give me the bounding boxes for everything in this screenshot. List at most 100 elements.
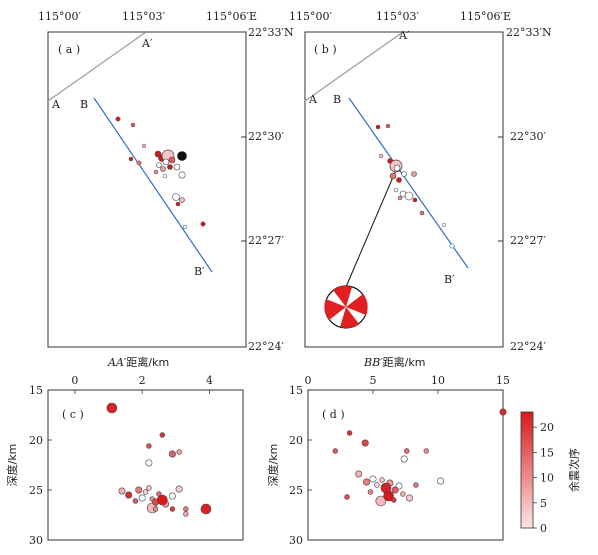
map-a-epicenter — [153, 169, 159, 175]
plot-c-point — [175, 485, 183, 493]
plot-d-x-tick-label: 15 — [496, 374, 510, 387]
colorbar-tick-label: 10 — [540, 472, 554, 485]
map-a-label-b-prime: B′ — [194, 265, 205, 278]
map-a-lon-0: 115°00′ — [38, 10, 81, 23]
map-b-epicenter — [404, 191, 414, 201]
map-a-epicenter — [156, 162, 162, 168]
plot-d-point — [362, 478, 370, 486]
panel-c-label: ( c ) — [62, 408, 84, 421]
map-b-epicenter — [385, 123, 391, 129]
plot-c-point — [183, 506, 189, 512]
plot-c-point — [183, 511, 189, 517]
plot-c-points — [106, 402, 212, 517]
map-a-epicenter — [115, 116, 121, 122]
map-b-epicenter — [378, 153, 384, 159]
plot-c-x-tick-label: 4 — [206, 374, 213, 387]
map-b-profile-line-bb — [348, 97, 469, 269]
plot-c-point — [157, 494, 168, 506]
map-a-lon-1: 115°03′ — [122, 10, 165, 23]
map-a-lat-0: 22°33′N — [248, 26, 294, 39]
map-b-epicenter — [389, 172, 397, 180]
beachball-connector — [345, 169, 397, 288]
map-a-epicenter — [175, 201, 181, 207]
depth-plot-c: ( c ) AA′距离/km 深度/km 0 2 4 15 20 25 30 — [5, 355, 244, 547]
map-b-epicenter — [441, 222, 447, 228]
plot-d-point — [383, 490, 394, 502]
plot-c-frame — [47, 389, 244, 541]
beachball-quadrant — [346, 294, 368, 315]
map-panel-a: ( a ) A A′ B B′ 115°00′ 115°03′ 115°06′E… — [38, 10, 294, 353]
map-b-lat-0: 22°33′N — [506, 26, 552, 39]
map-b-epicenter — [397, 195, 403, 201]
plot-c-point — [159, 432, 166, 438]
plot-c-xlabel: AA′距离/km — [107, 355, 169, 369]
map-b-lat-2: 22°27′ — [510, 234, 546, 247]
plot-c-point — [146, 485, 152, 491]
map-a-epicenter — [141, 143, 147, 149]
map-b-epicenter — [411, 171, 417, 177]
plot-d-y-tick-label: 15 — [289, 384, 303, 397]
map-a-lon-2: 115°06′E — [206, 10, 257, 23]
plot-d-point — [344, 494, 350, 500]
plot-d-point — [400, 455, 408, 463]
map-a-lat-1: 22°30′ — [248, 130, 284, 143]
plot-d-point — [379, 477, 385, 483]
plot-c-point — [106, 402, 118, 414]
plot-d-point — [369, 475, 377, 483]
map-a-epicenter — [182, 224, 188, 230]
plot-c-point — [142, 489, 149, 495]
map-a-mainshock — [177, 151, 187, 161]
map-a-epicenter — [172, 193, 180, 201]
plot-c-point — [135, 486, 143, 494]
plot-c-point — [145, 459, 153, 467]
plot-d-point — [361, 439, 369, 447]
map-a-epicenter — [136, 160, 142, 166]
map-a-epicenter — [160, 166, 166, 172]
colorbar-gradient — [520, 411, 534, 529]
map-a-label-a-prime: A′ — [141, 37, 153, 50]
plot-d-point — [346, 430, 353, 436]
map-a-epicenter — [128, 156, 134, 162]
colorbar-tick-label: 15 — [540, 446, 554, 459]
plot-c-y-tick-label: 25 — [29, 484, 43, 497]
plot-d-x-tick-label: 5 — [370, 374, 377, 387]
map-b-epicenter — [401, 171, 407, 177]
map-panel-b: ( b ) A A′ B B′ 115°00′ 115°03′ 115°06′E… — [289, 10, 552, 353]
colorbar-ticks: 0 5 10 15 20 — [533, 421, 554, 535]
plot-d-x-tick-label: 0 — [305, 374, 312, 387]
plot-d-point — [374, 482, 380, 488]
depth-plot-d: ( d ) BB′距离/km 深度/km 0 5 10 15 15 20 25 30 — [266, 355, 510, 547]
map-b-lat-3: 22°24′ — [510, 340, 546, 353]
map-b-fault-line — [304, 31, 404, 102]
plot-d-point — [375, 495, 387, 507]
map-a-epicenter — [168, 156, 176, 164]
map-b-epicenter — [375, 124, 381, 130]
map-a-profile-line-bb — [93, 97, 213, 273]
plot-d-axes: 0 5 10 15 15 20 25 30 — [289, 374, 510, 547]
colorbar-tick-label: 5 — [540, 497, 547, 510]
focal-mechanism-beachball — [324, 285, 368, 329]
plot-c-point — [168, 492, 176, 500]
colorbar-tick-label: 20 — [540, 421, 554, 434]
plot-d-point — [499, 408, 507, 416]
map-a-epicenter — [179, 197, 185, 203]
colorbar-tick-label: 0 — [540, 522, 547, 535]
plot-d-point — [332, 448, 338, 454]
plot-c-ylabel: 深度/km — [5, 444, 19, 487]
map-a-frame — [47, 31, 247, 348]
map-b-lon-0: 115°00′ — [289, 10, 332, 23]
map-b-label-a: A — [308, 93, 318, 106]
map-a-label-a: A — [51, 98, 61, 111]
plot-d-point — [404, 448, 410, 454]
map-a-epicenter — [167, 164, 173, 170]
plot-d-y-tick-label: 25 — [289, 484, 303, 497]
plot-d-y-tick-label: 20 — [289, 434, 303, 447]
plot-c-point — [200, 503, 212, 515]
beachball-quadrant — [340, 307, 359, 329]
beachball-quadrant — [333, 285, 352, 307]
plot-c-point — [118, 487, 126, 495]
map-b-epicenter — [449, 243, 455, 249]
beachball-quadrant — [324, 299, 346, 320]
map-b-lon-1: 115°03′ — [376, 10, 419, 23]
